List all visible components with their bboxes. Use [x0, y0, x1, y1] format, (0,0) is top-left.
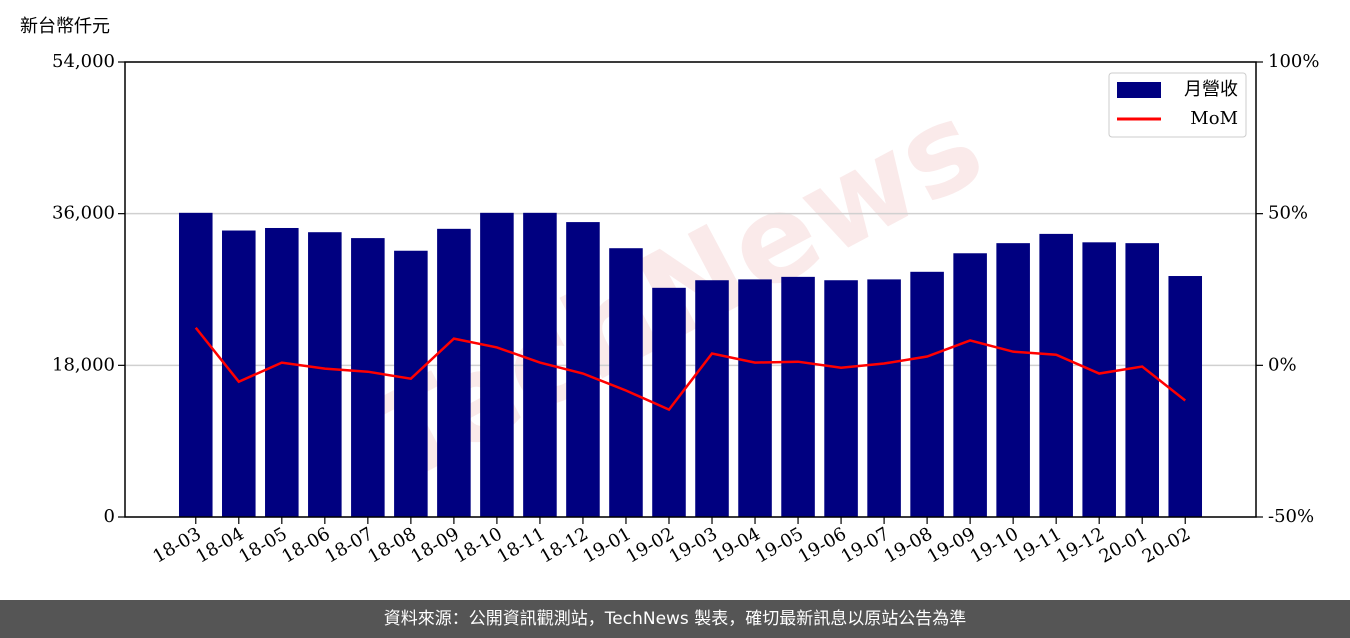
x-tick-label: 19-06 — [795, 523, 850, 567]
y2-tick-label: -50% — [1268, 506, 1314, 527]
bar — [867, 279, 901, 517]
bar — [910, 271, 944, 517]
bar — [695, 280, 729, 517]
x-tick-label: 20-02 — [1139, 523, 1194, 567]
footer-text: 資料來源：公開資訊觀測站，TechNews 製表，確切最新訊息以原站公告為準 — [384, 609, 966, 629]
bar — [265, 227, 299, 518]
bar — [609, 248, 643, 518]
legend-label: MoM — [1190, 108, 1238, 129]
x-tick-label: 19-03 — [666, 523, 721, 567]
x-tick-label: 19-11 — [1010, 523, 1065, 567]
bar — [308, 232, 342, 517]
x-tick-label: 18-09 — [407, 523, 462, 567]
bar — [1125, 243, 1159, 517]
bar — [351, 238, 385, 517]
bar — [437, 228, 471, 518]
y-tick-label: 54,000 — [52, 51, 115, 72]
bar — [178, 212, 213, 517]
x-tick-label: 19-09 — [924, 523, 979, 567]
legend-label: 月營收 — [1184, 79, 1238, 100]
x-tick-label: 18-07 — [321, 523, 376, 567]
bar — [1168, 276, 1203, 517]
bar — [781, 276, 815, 517]
x-tick-label: 19-10 — [967, 523, 1022, 567]
bar — [1082, 242, 1116, 517]
y2-tick-label: 100% — [1268, 51, 1319, 72]
x-tick-label: 18-10 — [450, 523, 505, 567]
bar — [652, 287, 686, 517]
legend-swatch — [1117, 82, 1161, 98]
y2-tick-label: 50% — [1268, 203, 1308, 224]
bar — [394, 250, 428, 518]
x-tick-label: 19-01 — [580, 523, 635, 567]
line — [194, 326, 1187, 412]
x-tick-label: 18-12 — [537, 523, 592, 567]
bar — [222, 230, 256, 517]
bar — [480, 212, 514, 517]
x-tick-label: 18-08 — [364, 523, 419, 567]
plot-frame — [124, 61, 1257, 518]
bar — [824, 280, 858, 517]
x-tick-label: 18-11 — [493, 523, 548, 567]
x-tick-label: 19-07 — [838, 523, 893, 567]
bar — [738, 279, 772, 517]
x-tick-label: 19-12 — [1053, 523, 1108, 567]
x-tick-label: 19-05 — [752, 523, 807, 567]
x-tick-label: 18-06 — [278, 523, 333, 567]
y-tick-label: 18,000 — [52, 354, 115, 375]
bar — [1039, 233, 1073, 517]
y-tick-label: 0 — [104, 506, 115, 527]
x-tick-label: 19-04 — [709, 523, 764, 567]
footer-bar — [0, 600, 1350, 638]
x-tick-label: 19-02 — [623, 523, 678, 567]
y-tick-label: 36,000 — [52, 203, 115, 224]
y-axis-label: 新台幣仟元 — [20, 16, 110, 37]
x-tick-label: 18-05 — [235, 523, 290, 567]
x-tick-label: 18-03 — [149, 523, 204, 567]
x-tick-label: 20-01 — [1096, 523, 1151, 567]
x-tick-label: 19-08 — [881, 523, 936, 567]
x-tick-label: 18-04 — [192, 523, 247, 567]
bar — [953, 253, 987, 517]
bar — [996, 243, 1030, 517]
y2-tick-label: 0% — [1268, 354, 1297, 375]
